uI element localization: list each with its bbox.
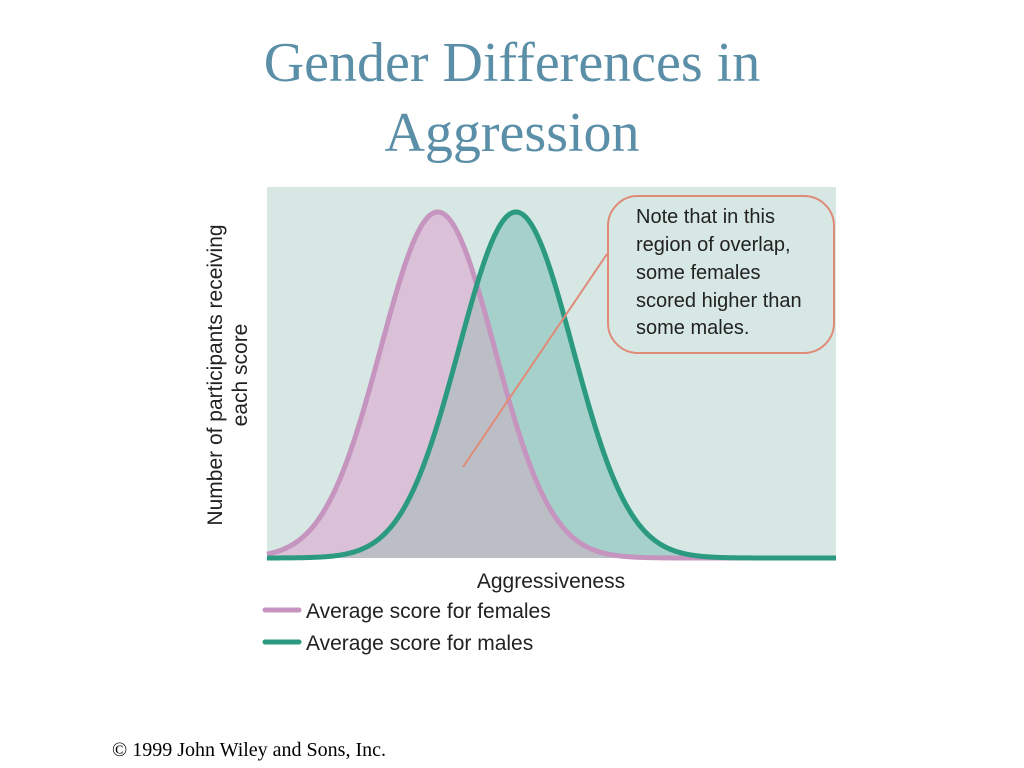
annotation-text: Note that in this region of overlap, som…: [636, 206, 802, 339]
annotation-box: [607, 195, 835, 354]
males-area: [267, 212, 836, 558]
legend-label-females: Average score for females: [306, 600, 551, 623]
annotation-line-4: scored higher than: [636, 290, 802, 312]
annotation-line-5: some males.: [636, 317, 749, 339]
annotation-line-2: region of overlap,: [636, 234, 791, 256]
annotation-line-1: Note that in this: [636, 206, 775, 228]
y-axis-title: Number of participants receiving each sc…: [204, 224, 252, 525]
annotation-pointer: [462, 253, 608, 468]
y-axis-title-line-2: each score: [229, 324, 252, 427]
annotation-line-3: some females: [636, 262, 761, 284]
females-area: [267, 212, 836, 558]
slide-title: Gender Differences in Aggression: [0, 28, 1024, 168]
legend: Average score for females Average score …: [262, 600, 551, 655]
slide-title-line-2: Aggression: [384, 102, 640, 164]
y-axis-title-line-1: Number of participants receiving: [204, 224, 227, 525]
males-curve: [266, 209, 836, 561]
distribution-curves: [266, 209, 836, 561]
legend-label-males: Average score for males: [306, 632, 533, 655]
slide-title-line-1: Gender Differences in: [263, 32, 761, 94]
x-axis-title: Aggressiveness: [477, 570, 625, 593]
copyright-notice: © 1999 John Wiley and Sons, Inc.: [112, 739, 387, 761]
